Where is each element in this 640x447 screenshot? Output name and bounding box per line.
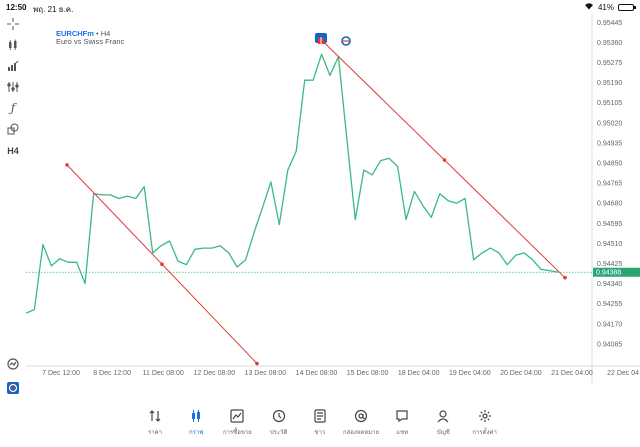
y-tick-label: 0.94765 [597, 181, 622, 188]
nav-mailbox-label: กล่องจดหมาย [342, 430, 380, 436]
trendline-handle[interactable] [563, 275, 567, 280]
trade-icon [230, 408, 244, 424]
mail-icon [354, 408, 368, 424]
nav-news-label: ข่าว [314, 430, 326, 436]
battery-icon [618, 3, 636, 11]
status-time: 12:50 [6, 3, 27, 12]
nav-quotes-label: ราคา [148, 430, 162, 436]
price-line-series [26, 53, 559, 314]
chat-icon [395, 408, 409, 424]
x-tick-label: 19 Dec 04:00 [449, 370, 491, 377]
y-tick-label: 0.94170 [597, 321, 622, 328]
nav-history-label: ประวัติ [269, 430, 288, 436]
chart-icon [189, 408, 203, 424]
y-tick-label: 0.94340 [597, 281, 622, 288]
chart-sync-icon[interactable] [340, 33, 352, 46]
nav-trade-label: การซื้อขาย [222, 430, 252, 436]
trendline-handle[interactable] [442, 158, 447, 162]
crosshair-icon[interactable] [6, 17, 20, 31]
quotes-icon [148, 408, 162, 424]
objects-icon[interactable] [6, 80, 20, 94]
accounts-icon [436, 408, 450, 424]
x-tick-label: 20 Dec 04:00 [500, 370, 542, 377]
price-chart[interactable]: 0.95445 0.95360 0.95275 0.95190 0.95105 0.950… [26, 14, 640, 384]
y-tick-label: 0.94680 [597, 201, 622, 208]
shapes-icon[interactable] [6, 122, 20, 136]
nav-mailbox[interactable]: กล่องจดหมาย [338, 408, 384, 444]
settings-icon [478, 408, 492, 424]
nav-chart[interactable]: กราฟ [173, 408, 219, 444]
y-tick-label: 0.94255 [597, 301, 622, 308]
x-tick-label: 8 Dec 12:00 [93, 370, 131, 377]
bottom-navigation: ราคา กราฟ การซื้อขาย ประวัติ ข่าว กล่องจดหมาย… [0, 404, 640, 447]
nav-chat[interactable]: แชท [379, 408, 425, 444]
indicators-icon[interactable] [6, 59, 20, 73]
x-tick-label: 15 Dec 08:00 [347, 370, 389, 377]
timeframe-button[interactable]: H4 [7, 146, 19, 156]
trendline-handle[interactable] [65, 163, 69, 167]
y-tick-label: 0.94510 [597, 241, 622, 248]
nav-chat-label: แชท [396, 430, 409, 436]
x-tick-label: 14 Dec 08:00 [296, 370, 338, 377]
y-tick-label: 0.95360 [597, 40, 622, 47]
y-tick-label: 0.94595 [597, 221, 622, 228]
x-tick-label: 13 Dec 08:00 [245, 370, 287, 377]
battery-text: 41% [597, 2, 614, 12]
nav-accounts-label: บัญชี [436, 430, 450, 436]
wifi-icon [584, 2, 594, 12]
x-tick-label: 22 Dec 04 [607, 370, 639, 377]
y-tick-label: 0.94085 [597, 341, 622, 348]
current-price-badge [593, 267, 640, 277]
status-bar: 12:50 พฤ. 21 ธ.ค. 41% [0, 0, 640, 14]
symbol-timeframe: H4 [100, 29, 111, 38]
x-tick-label: 18 Dec 04:00 [398, 370, 440, 377]
current-price-label: 0.94388 [596, 270, 621, 277]
chart-type-icon[interactable] [6, 38, 20, 52]
trendline-handle[interactable] [255, 361, 259, 366]
y-tick-label: 0.94935 [597, 140, 622, 147]
x-tick-label: 7 Dec 12:00 [42, 370, 80, 377]
y-tick-label: 0.94425 [597, 261, 622, 268]
status-right: 41% [584, 2, 636, 12]
nav-settings[interactable]: การตั้งค่า [462, 408, 508, 444]
settings-logo-icon[interactable] [6, 381, 20, 395]
status-date: พฤ. 21 ธ.ค. [33, 5, 74, 14]
one-click-trade-icon[interactable] [315, 33, 327, 45]
x-tick-label: 11 Dec 08:00 [143, 370, 184, 377]
x-tick-label: 21 Dec 04:00 [551, 370, 593, 377]
symbol-separator: • [96, 29, 99, 38]
nav-quotes[interactable]: ราคา [132, 408, 178, 444]
symbol-description: Euro vs Swiss Franc [56, 37, 125, 46]
symbol-name: EURCHFm [56, 29, 94, 38]
trendline-handle[interactable] [160, 262, 164, 267]
function-icon[interactable]: ƒ [10, 101, 16, 115]
nav-trade[interactable]: การซื้อขาย [214, 408, 260, 444]
nav-accounts[interactable]: บัญชี [420, 408, 466, 444]
nav-news[interactable]: ข่าว [297, 408, 343, 444]
chart-symbol: EURCHFm • H4 [56, 29, 110, 38]
chart-area[interactable]: 0.95445 0.95360 0.95275 0.95190 0.95105 0.950… [26, 14, 640, 384]
nav-history[interactable]: ประวัติ [256, 408, 302, 444]
y-tick-label: 0.95275 [597, 60, 622, 67]
history-icon [272, 408, 286, 424]
left-toolbar: ƒ H4 [0, 14, 26, 404]
zoom-icon[interactable] [6, 357, 20, 371]
y-tick-label: 0.95190 [597, 80, 622, 87]
x-tick-label: 12 Dec 08:00 [193, 370, 235, 377]
y-tick-label: 0.95445 [597, 20, 622, 27]
y-tick-label: 0.94850 [597, 160, 622, 167]
y-tick-label: 0.95020 [597, 120, 622, 127]
nav-settings-label: การตั้งค่า [472, 430, 497, 436]
news-icon [313, 408, 327, 424]
nav-chart-label: กราฟ [188, 430, 204, 436]
y-tick-label: 0.95105 [597, 100, 622, 107]
